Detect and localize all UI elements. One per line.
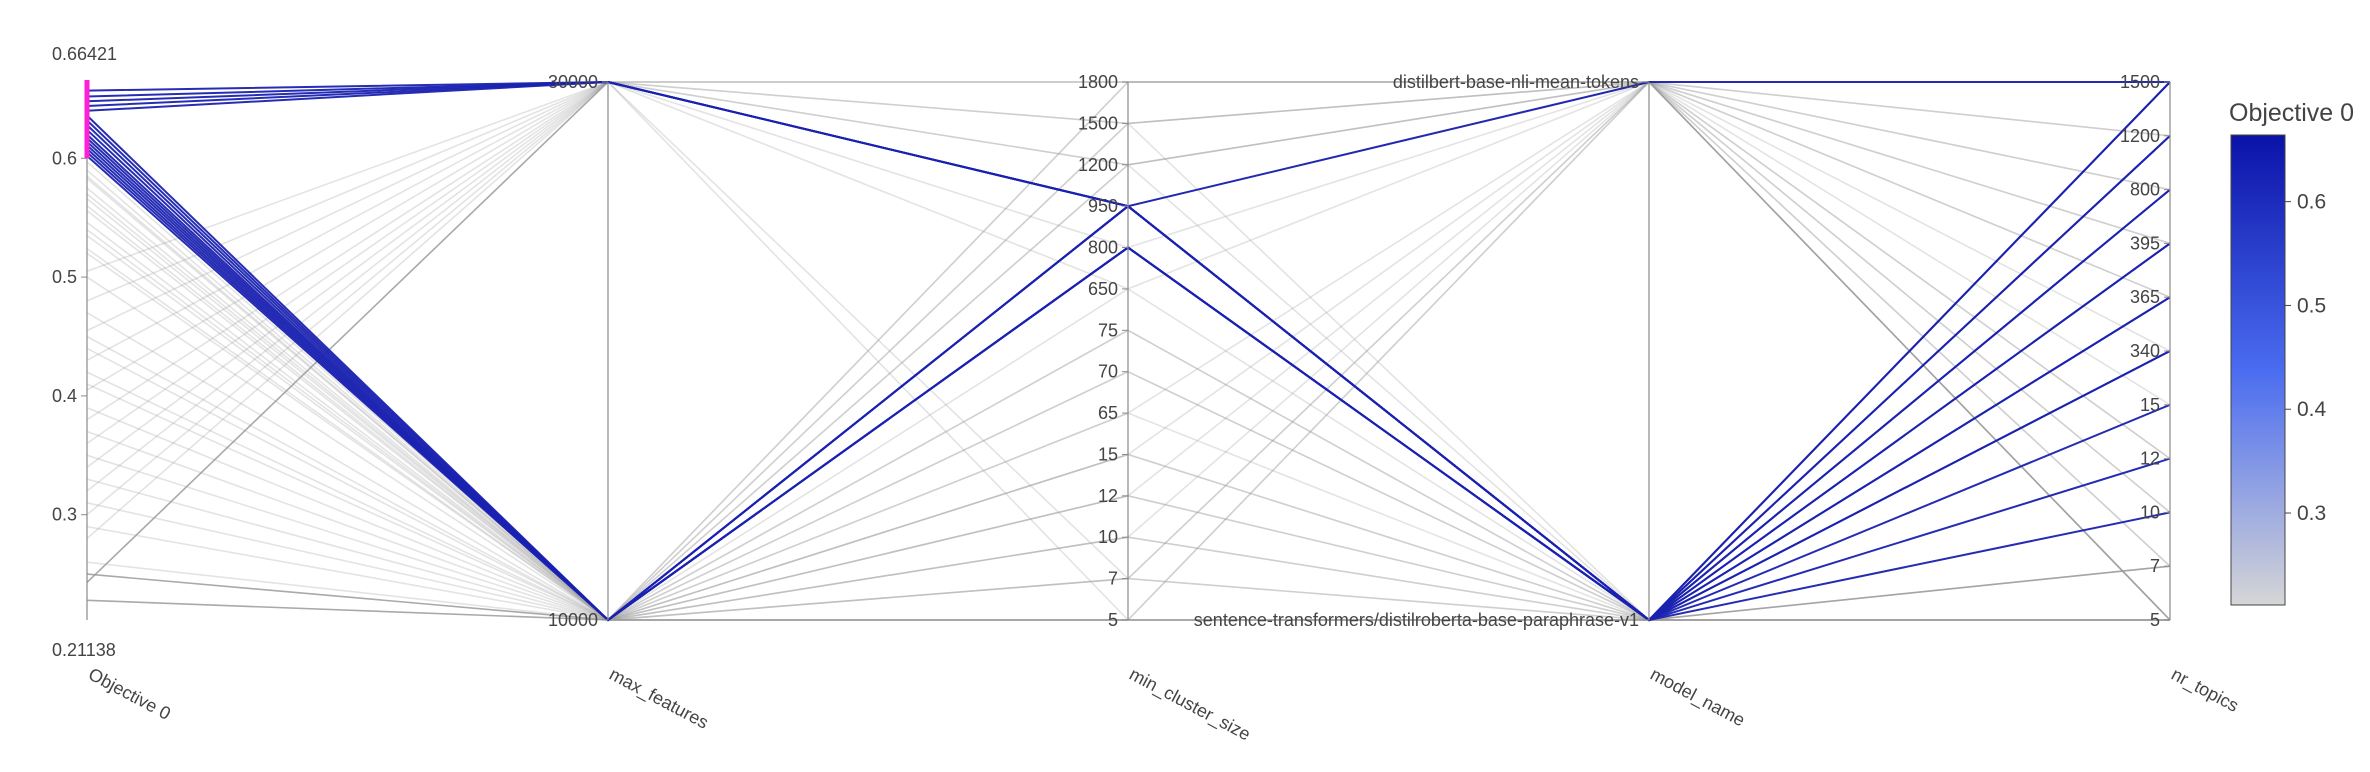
axis-range-max-label: 0.66421 — [52, 44, 117, 64]
tick-label: 0.5 — [52, 267, 77, 287]
tick-label: 15 — [1098, 444, 1118, 464]
tick-label: distilbert-base-nli-mean-tokens — [1393, 72, 1639, 92]
axes-layer: 0.3 0.4 0.5 0.6 0.66421 0.21138 Objective 0 100… — [52, 44, 2242, 745]
tick-label: sentence-transformers/distilroberta-base… — [1194, 610, 1639, 630]
colorbar-tick-label: 0.5 — [2297, 294, 2326, 317]
tick-label: 650 — [1088, 279, 1118, 299]
tick-label: 65 — [1098, 403, 1118, 423]
tick-label: 5 — [1108, 610, 1118, 630]
axis-title[interactable]: nr_topics — [2168, 664, 2242, 717]
tick-label: 1500 — [2120, 72, 2160, 92]
tick-label: 10 — [1098, 527, 1118, 547]
tick-label: 1500 — [1078, 113, 1118, 133]
tick-label: 75 — [1098, 320, 1118, 340]
tick-label: 950 — [1088, 196, 1118, 216]
tick-label: 10000 — [548, 610, 598, 630]
tick-label: 1200 — [1078, 155, 1118, 175]
axis-title[interactable]: min_cluster_size — [1126, 664, 1254, 745]
tick-label: 800 — [1088, 238, 1118, 258]
axis-title[interactable]: model_name — [1647, 664, 1749, 731]
tick-label: 12 — [1098, 486, 1118, 506]
colorbar: Objective 0 0.3 0.4 0.5 0.6 — [2229, 99, 2354, 606]
tick-label: 15 — [2140, 395, 2160, 415]
axis-range-min-label: 0.21138 — [52, 640, 116, 660]
tick-label: 1800 — [1078, 72, 1118, 92]
tick-label: 7 — [1108, 569, 1118, 589]
colorbar-gradient — [2230, 134, 2286, 606]
tick-label: 340 — [2130, 341, 2160, 361]
tick-label: 0.6 — [52, 148, 77, 168]
colorbar-tick-label: 0.6 — [2297, 191, 2326, 214]
tick-label: 800 — [2130, 180, 2160, 200]
tick-label: 0.3 — [52, 505, 77, 525]
constraint-range-bar[interactable] — [84, 80, 90, 159]
tick-label: 5 — [2150, 610, 2160, 630]
tick-label: 30000 — [548, 72, 598, 92]
colorbar-tick-label: 0.3 — [2297, 502, 2326, 525]
tick-label: 1200 — [2120, 126, 2160, 146]
tick-label: 365 — [2130, 287, 2160, 307]
tick-label: 70 — [1098, 362, 1118, 382]
tick-label: 395 — [2130, 233, 2160, 253]
colorbar-tick-label: 0.4 — [2297, 398, 2327, 421]
tick-label: 10 — [2140, 502, 2160, 522]
axis-title[interactable]: max_features — [606, 664, 712, 734]
axis-title[interactable]: Objective 0 — [85, 664, 174, 724]
colorbar-title: Objective 0 — [2229, 99, 2354, 127]
tick-label: 12 — [2140, 449, 2160, 469]
tick-label: 0.4 — [52, 386, 77, 406]
tick-label: 7 — [2150, 556, 2160, 576]
